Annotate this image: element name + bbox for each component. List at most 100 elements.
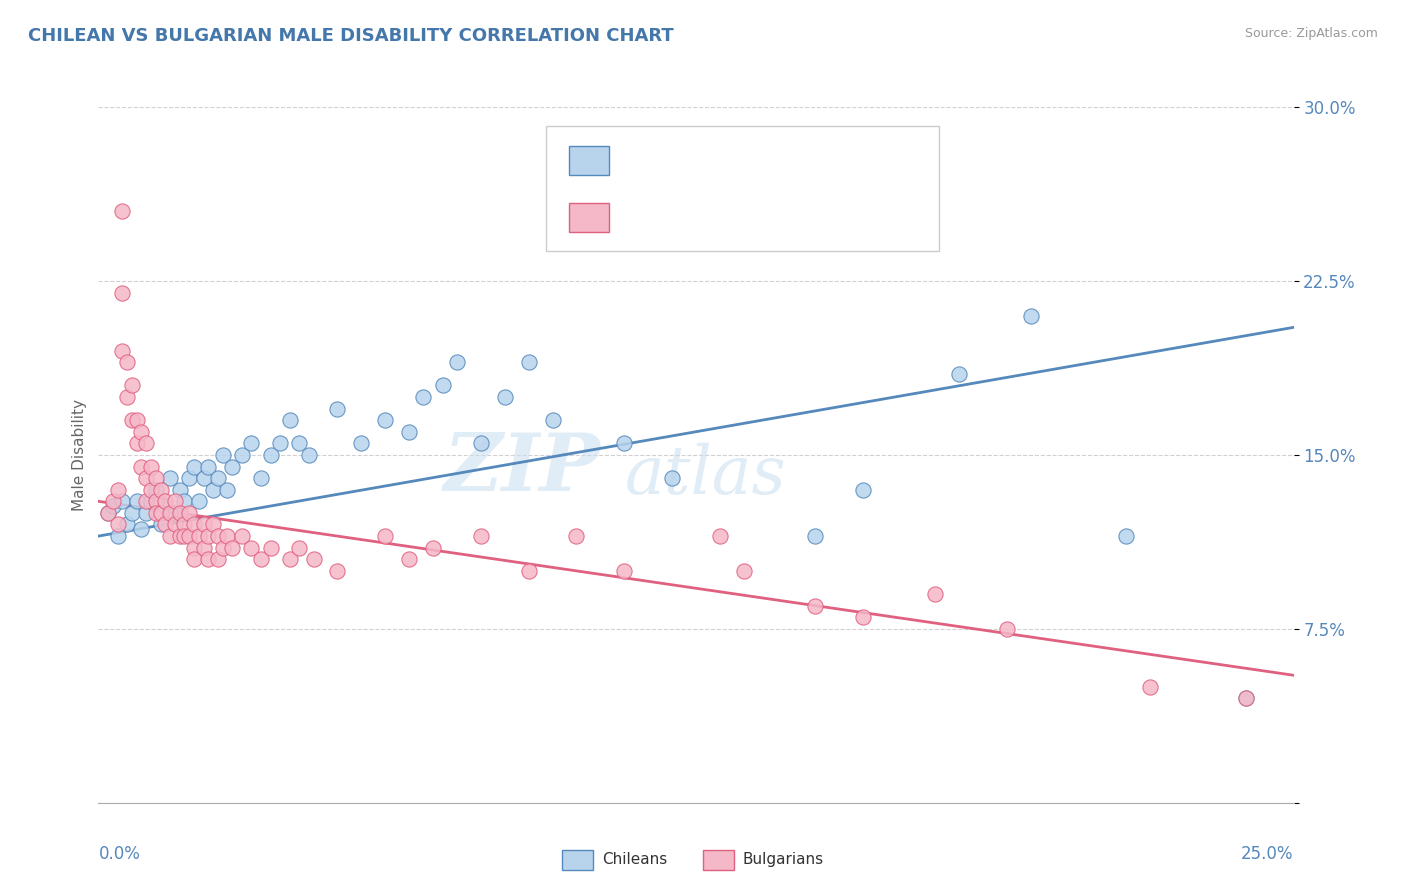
Point xyxy=(115,517,138,532)
Point xyxy=(197,459,219,474)
Point xyxy=(193,471,215,485)
Point xyxy=(613,436,636,450)
Point xyxy=(145,506,167,520)
Point xyxy=(733,564,755,578)
Point xyxy=(221,459,243,474)
Point xyxy=(470,529,492,543)
Point xyxy=(398,425,420,439)
Text: ZIP: ZIP xyxy=(443,430,600,508)
Text: 75: 75 xyxy=(796,208,821,226)
Point xyxy=(183,552,205,566)
Text: Bulgarians: Bulgarians xyxy=(742,853,824,867)
Point xyxy=(101,494,124,508)
Point xyxy=(155,499,177,513)
Point xyxy=(350,436,373,450)
Point xyxy=(111,343,134,358)
Text: R =: R = xyxy=(620,208,659,226)
Point xyxy=(131,522,153,536)
Point xyxy=(250,552,273,566)
Point xyxy=(115,355,138,369)
Point xyxy=(298,448,321,462)
Text: N =: N = xyxy=(756,151,796,169)
Point xyxy=(149,483,172,497)
Point xyxy=(183,517,205,532)
Point xyxy=(221,541,243,555)
Point xyxy=(111,494,134,508)
Text: Chileans: Chileans xyxy=(602,853,666,867)
Point xyxy=(412,390,434,404)
Point xyxy=(197,529,219,543)
Point xyxy=(374,413,396,427)
Point xyxy=(565,529,588,543)
Point xyxy=(852,483,875,497)
Point xyxy=(163,494,186,508)
Point xyxy=(145,471,167,485)
Point xyxy=(139,483,162,497)
Point xyxy=(517,564,540,578)
Point xyxy=(149,517,172,532)
Point xyxy=(948,367,970,381)
Point xyxy=(197,552,219,566)
Point xyxy=(179,471,201,485)
Point xyxy=(541,413,564,427)
Point xyxy=(202,517,225,532)
Text: 54: 54 xyxy=(796,151,821,169)
Point xyxy=(169,506,191,520)
Point xyxy=(139,459,162,474)
Point xyxy=(709,529,731,543)
Point xyxy=(155,517,177,532)
Point xyxy=(131,459,153,474)
Point xyxy=(107,529,129,543)
Point xyxy=(250,471,273,485)
Point xyxy=(470,436,492,450)
Point xyxy=(207,529,229,543)
Point xyxy=(288,541,311,555)
Point xyxy=(131,425,153,439)
Point xyxy=(169,529,191,543)
Point xyxy=(163,506,186,520)
Text: Source: ZipAtlas.com: Source: ZipAtlas.com xyxy=(1244,27,1378,40)
Point xyxy=(139,494,162,508)
Point xyxy=(97,506,120,520)
Y-axis label: Male Disability: Male Disability xyxy=(72,399,87,511)
Point xyxy=(278,413,301,427)
Text: CHILEAN VS BULGARIAN MALE DISABILITY CORRELATION CHART: CHILEAN VS BULGARIAN MALE DISABILITY COR… xyxy=(28,27,673,45)
Point xyxy=(211,541,233,555)
Point xyxy=(207,552,229,566)
Text: 0.0%: 0.0% xyxy=(98,845,141,863)
Point xyxy=(207,471,229,485)
Point xyxy=(211,448,233,462)
Point xyxy=(924,587,946,601)
Point xyxy=(169,483,191,497)
Point xyxy=(163,517,186,532)
Point xyxy=(995,622,1018,636)
Point xyxy=(804,599,827,613)
Point xyxy=(446,355,468,369)
Point xyxy=(107,483,129,497)
Point xyxy=(398,552,420,566)
Point xyxy=(183,541,205,555)
Point xyxy=(193,541,215,555)
Point xyxy=(125,436,148,450)
Text: atlas: atlas xyxy=(624,443,786,508)
Point xyxy=(135,436,157,450)
Point xyxy=(121,378,143,392)
Text: 25.0%: 25.0% xyxy=(1241,845,1294,863)
Point xyxy=(269,436,291,450)
Point xyxy=(159,506,181,520)
Point xyxy=(661,471,683,485)
Point xyxy=(193,517,215,532)
Point xyxy=(288,436,311,450)
Point xyxy=(145,494,167,508)
Point xyxy=(231,448,253,462)
Point xyxy=(517,355,540,369)
Point xyxy=(179,506,201,520)
Point xyxy=(259,448,281,462)
Text: 0.329: 0.329 xyxy=(658,151,714,169)
Point xyxy=(422,541,444,555)
Point xyxy=(1019,309,1042,323)
Point xyxy=(135,494,157,508)
Point xyxy=(179,529,201,543)
Point xyxy=(159,529,181,543)
Text: R =: R = xyxy=(620,151,659,169)
